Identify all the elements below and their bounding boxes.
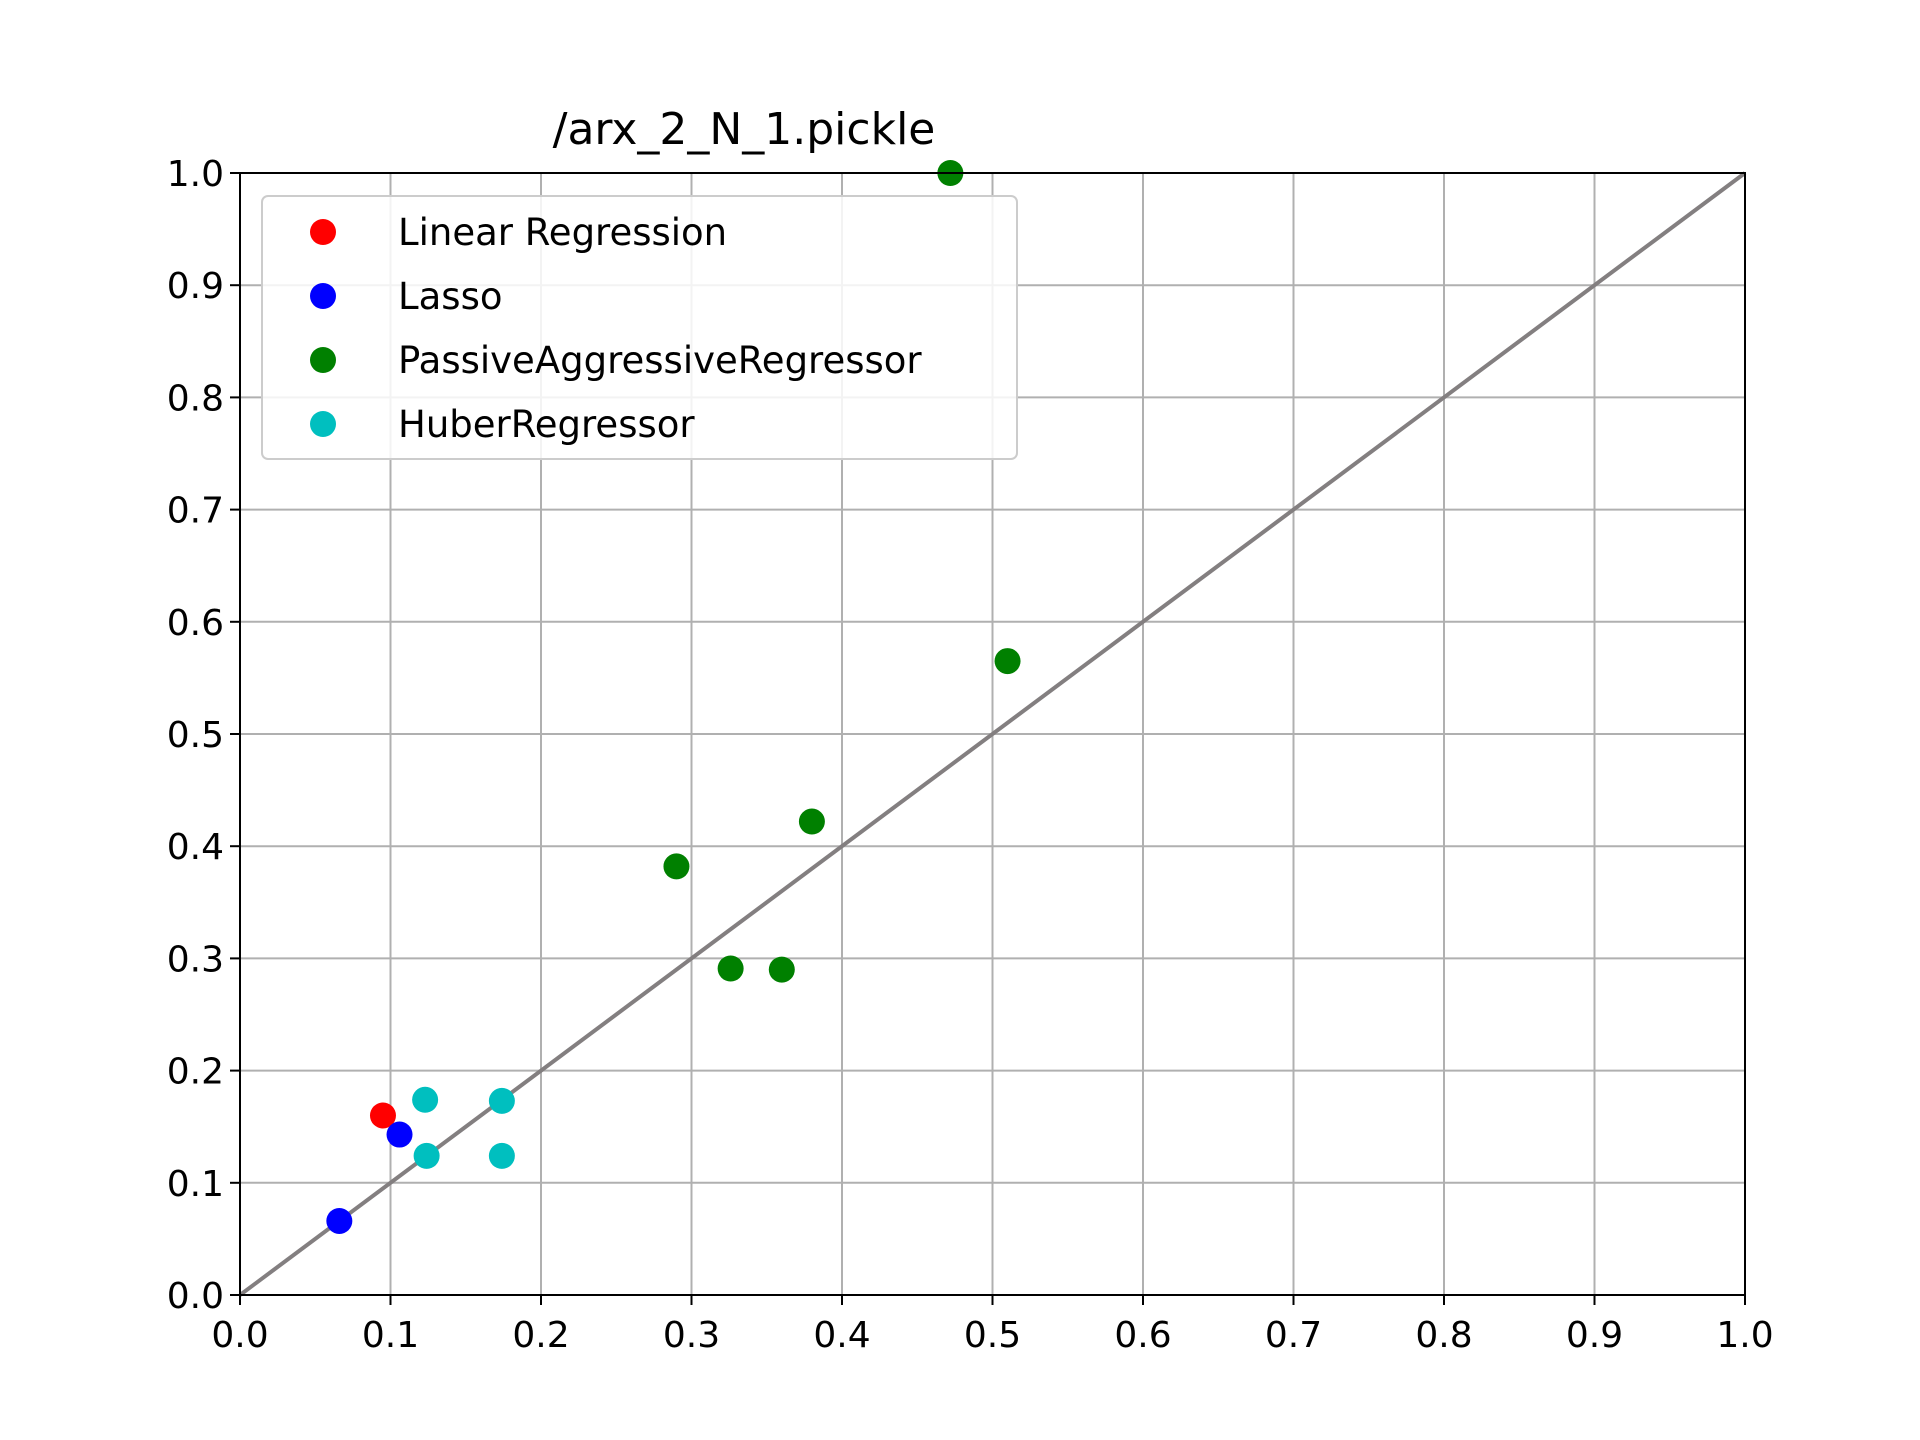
x-tick-label: 0.2 — [512, 1315, 569, 1356]
x-tick-label: 0.5 — [964, 1315, 1021, 1356]
reference-line-layer — [238, 171, 1747, 1297]
data-points — [326, 160, 1021, 1234]
data-point — [488, 1087, 515, 1114]
legend-label: PassiveAggressiveRegressor — [398, 339, 922, 382]
y-axis: 0.0 0.1 0.2 0.3 0.4 0.5 0.6 0.7 0.8 0.9 1.0 — [167, 154, 240, 1317]
y-tick-label: 1.0 — [167, 154, 224, 195]
data-point — [768, 956, 795, 983]
x-tick-label: 0.4 — [813, 1315, 870, 1356]
legend-label: Lasso — [398, 275, 502, 318]
y-tick-label: 0.7 — [167, 491, 224, 532]
y-tick-label: 0.9 — [167, 266, 224, 307]
data-point — [663, 853, 690, 880]
y-tick-label: 0.6 — [167, 603, 224, 644]
data-point — [717, 955, 744, 982]
y-tick-label: 0.4 — [167, 827, 224, 868]
y-tick-label: 0.0 — [167, 1276, 224, 1317]
x-axis: 0.0 0.1 0.2 0.3 0.4 0.5 0.6 0.7 0.8 0.9 1.0 — [211, 1295, 1774, 1356]
data-point — [798, 808, 825, 835]
legend-label: Linear Regression — [398, 211, 727, 254]
data-point — [412, 1086, 439, 1113]
data-point — [326, 1207, 353, 1234]
legend: Linear Regression Lasso PassiveAggressiveR… — [261, 195, 1018, 460]
x-tick-label: 0.1 — [362, 1315, 419, 1356]
legend-marker — [310, 219, 336, 245]
legend-label: HuberRegressor — [398, 403, 695, 446]
x-tick-label: 0.7 — [1265, 1315, 1322, 1356]
chart-title: /arx_2_N_1.pickle — [553, 104, 936, 155]
data-point — [413, 1142, 440, 1169]
series-lasso — [326, 1121, 413, 1234]
data-point — [994, 648, 1021, 675]
x-tick-label: 0.6 — [1114, 1315, 1171, 1356]
series-passiveaggressiveregressor — [663, 160, 1021, 983]
x-tick-label: 0.3 — [663, 1315, 720, 1356]
x-tick-label: 0.0 — [211, 1315, 268, 1356]
legend-frame — [261, 195, 1018, 460]
legend-marker — [310, 411, 336, 437]
x-tick-label: 0.8 — [1415, 1315, 1472, 1356]
y-tick-label: 0.2 — [167, 1052, 224, 1093]
data-point — [369, 1102, 396, 1129]
x-tick-label: 0.9 — [1566, 1315, 1623, 1356]
x-tick-label: 1.0 — [1716, 1315, 1773, 1356]
series-linear-regression — [369, 1102, 396, 1129]
y-tick-label: 0.8 — [167, 378, 224, 419]
reference-line — [238, 171, 1747, 1297]
y-tick-label: 0.5 — [167, 715, 224, 756]
data-point — [488, 1142, 515, 1169]
data-point — [386, 1121, 413, 1148]
legend-marker — [310, 347, 336, 373]
y-tick-label: 0.3 — [167, 939, 224, 980]
series-huberregressor — [412, 1086, 515, 1169]
y-tick-label: 0.1 — [167, 1164, 224, 1205]
legend-marker — [310, 283, 336, 309]
